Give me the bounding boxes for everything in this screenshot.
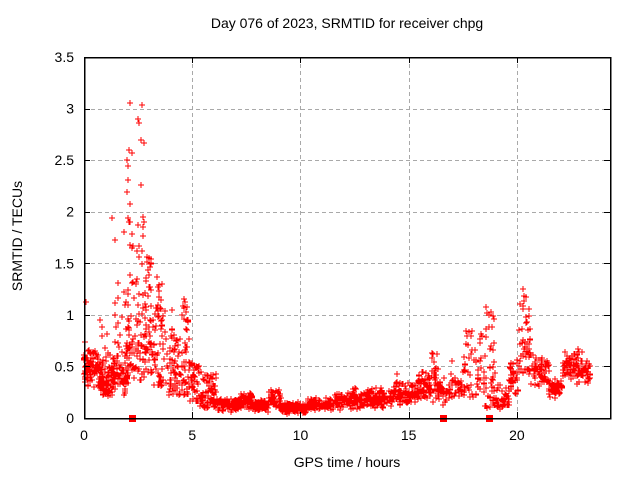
x-tick-label: 20 (509, 427, 525, 443)
scatter-points (81, 100, 593, 417)
x-axis-label: GPS time / hours (293, 454, 401, 470)
y-tick-label: 1.5 (55, 255, 75, 271)
y-tick-label: 2 (66, 204, 74, 220)
axis-ticks (84, 57, 610, 419)
x-tick-label: 5 (188, 427, 196, 443)
y-tick-label: 0 (66, 410, 74, 426)
grid-lines (84, 57, 610, 418)
y-tick-label: 1 (66, 307, 74, 323)
chart-title: Day 076 of 2023, SRMTID for receiver chp… (210, 15, 484, 31)
y-tick-label: 0.5 (55, 358, 75, 374)
x-tick-label: 0 (80, 427, 88, 443)
plot-border (83, 56, 612, 420)
y-tick-label: 3.5 (55, 49, 75, 65)
x-tick-label: 15 (401, 427, 417, 443)
y-tick-label: 2.5 (55, 152, 75, 168)
y-tick-label: 3 (66, 101, 74, 117)
x-tick-label: 10 (293, 427, 309, 443)
